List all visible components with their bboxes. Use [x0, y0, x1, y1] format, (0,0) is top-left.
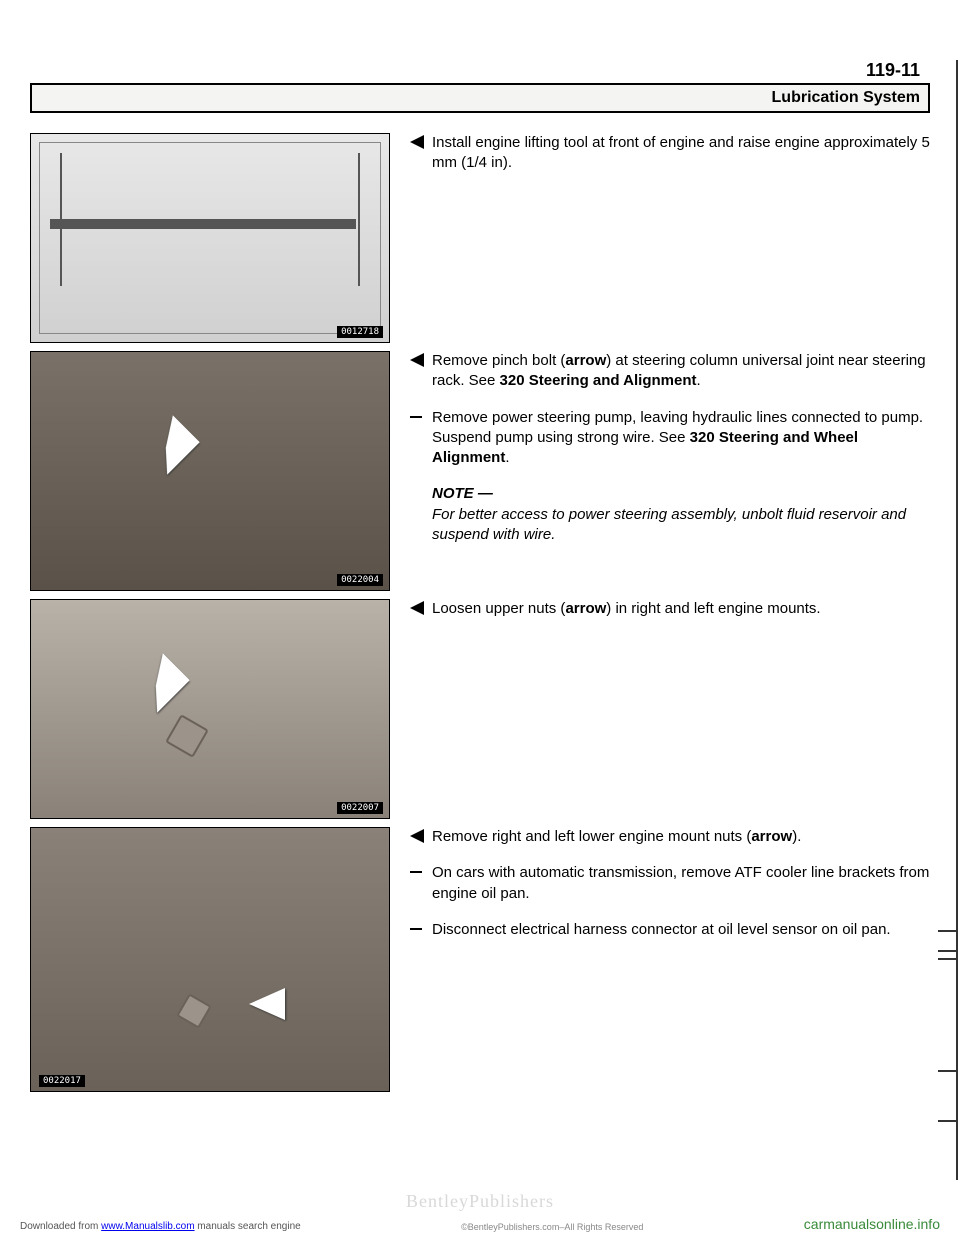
footer-left: Downloaded from www.Manualslib.com manua…	[20, 1221, 301, 1232]
step: Install engine lifting tool at front of …	[410, 133, 930, 174]
step-text: Remove pinch bolt (arrow) at steering co…	[432, 351, 930, 392]
arrow-icon	[231, 988, 285, 1020]
figure-pinch-bolt: 0022004	[30, 351, 390, 591]
figure-upper-nut: 0022007	[30, 599, 390, 819]
step: Loosen upper nuts (arrow) in right and l…	[410, 599, 930, 619]
figure-label: 0022007	[337, 802, 383, 814]
note-block: NOTE — For better access to power steeri…	[432, 484, 930, 545]
step-section: Loosen upper nuts (arrow) in right and l…	[410, 599, 930, 827]
step-text: Remove power steering pump, leaving hydr…	[432, 408, 930, 469]
content-area: 0012718 0022004 0022007 0022017	[30, 133, 930, 1092]
triangle-marker-icon	[410, 353, 424, 367]
section-title: Lubrication System	[772, 89, 920, 106]
step-section: Install engine lifting tool at front of …	[410, 133, 930, 351]
footer-copyright: ©BentleyPublishers.com–All Rights Reserv…	[461, 1222, 643, 1232]
figure-label: 0012718	[337, 326, 383, 338]
triangle-marker-icon	[410, 829, 424, 843]
dash-marker-icon	[410, 416, 422, 418]
figure-lower-nut: 0022017	[30, 827, 390, 1092]
section-title-box: Lubrication System	[30, 83, 930, 113]
step: Disconnect electrical harness connector …	[410, 920, 930, 940]
step-text: On cars with automatic transmission, rem…	[432, 863, 930, 904]
arrow-icon	[130, 653, 189, 712]
manual-page: 119-11 Lubrication System 0012718 002200…	[0, 0, 960, 1242]
note-content: NOTE — For better access to power steeri…	[432, 484, 930, 545]
step: On cars with automatic transmission, rem…	[410, 863, 930, 904]
step-text: Disconnect electrical harness connector …	[432, 920, 930, 940]
step: Remove right and left lower engine mount…	[410, 827, 930, 847]
arrow-icon	[140, 415, 199, 474]
nut-icon	[165, 714, 209, 758]
note-text: For better access to power steering asse…	[432, 505, 930, 546]
manualslib-link[interactable]: www.Manualslib.com	[101, 1221, 194, 1232]
step-section: Remove right and left lower engine mount…	[410, 827, 930, 956]
figure-label: 0022004	[337, 574, 383, 586]
dash-marker-icon	[410, 871, 422, 873]
page-footer: Downloaded from www.Manualslib.com manua…	[0, 1216, 960, 1232]
text-column: Install engine lifting tool at front of …	[410, 133, 930, 1092]
page-number: 119-11	[30, 60, 920, 81]
figures-column: 0012718 0022004 0022007 0022017	[30, 133, 390, 1092]
triangle-marker-icon	[410, 135, 424, 149]
step-text: Install engine lifting tool at front of …	[432, 133, 930, 174]
watermark-text: BentleyPublishers	[406, 1191, 554, 1212]
step: Remove pinch bolt (arrow) at steering co…	[410, 351, 930, 392]
engine-diagram	[39, 142, 381, 334]
nut-icon	[176, 993, 212, 1029]
right-margin-rule	[956, 60, 958, 1180]
step-text: Remove right and left lower engine mount…	[432, 827, 930, 847]
dash-marker-icon	[410, 928, 422, 930]
figure-engine-lifting-tool: 0012718	[30, 133, 390, 343]
figure-label: 0022017	[39, 1075, 85, 1087]
note-label: NOTE —	[432, 484, 930, 504]
footer-site: carmanualsonline.info	[804, 1216, 940, 1232]
step: Remove power steering pump, leaving hydr…	[410, 408, 930, 469]
step-text: Loosen upper nuts (arrow) in right and l…	[432, 599, 930, 619]
step-section: Remove pinch bolt (arrow) at steering co…	[410, 351, 930, 599]
triangle-marker-icon	[410, 601, 424, 615]
